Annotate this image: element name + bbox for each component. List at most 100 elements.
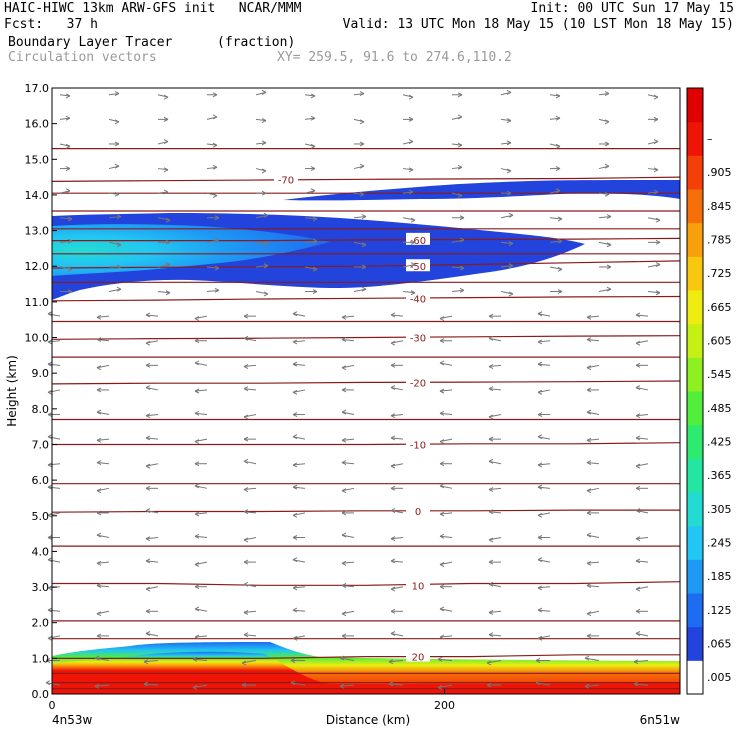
- vector-arrow: [96, 364, 110, 369]
- colorbar-label: .005: [707, 671, 732, 684]
- vector-arrow: [290, 682, 306, 686]
- vector-arrowhead: [194, 338, 200, 344]
- vector-arrow: [598, 192, 610, 195]
- colorbar-swatch: [687, 189, 703, 224]
- vector-arrowhead: [163, 139, 169, 145]
- vector-arrow: [194, 485, 208, 489]
- vector-arrowhead: [508, 263, 514, 269]
- vector-arrow: [255, 142, 267, 145]
- y-tick-label: 13.0: [25, 225, 50, 238]
- vector-arrow: [488, 610, 502, 613]
- vector-arrow: [390, 387, 404, 391]
- colorbar-label: .845: [707, 200, 732, 213]
- vector-arrow: [96, 315, 110, 318]
- vector-arrow: [47, 363, 61, 366]
- vector-arrowhead: [653, 189, 659, 195]
- vector-arrowhead: [586, 365, 592, 371]
- vector-arrowhead: [537, 512, 543, 518]
- vector-arrowhead: [310, 115, 316, 121]
- vector-arrowhead: [439, 584, 445, 590]
- tracer-region-upper-thin: [283, 180, 680, 201]
- vector-arrowhead: [586, 611, 592, 617]
- vector-arrow: [586, 462, 600, 465]
- vector-arrowhead: [537, 484, 543, 490]
- vector-arrowhead: [408, 139, 414, 145]
- vector-arrow: [47, 609, 61, 612]
- vector-arrowhead: [212, 142, 218, 148]
- colorbar: .005 .065 .125 .185 .245 .305 .365 .425 .485 .545…: [686, 87, 732, 695]
- vector-arrow: [341, 534, 355, 538]
- y-tick-label: 5.0: [32, 510, 50, 523]
- vector-arrowhead: [437, 685, 443, 690]
- vector-arrow: [194, 412, 208, 416]
- vector-arrowhead: [586, 460, 592, 465]
- vector-arrow: [143, 683, 159, 686]
- vector-arrowhead: [557, 216, 563, 222]
- vector-arrowhead: [655, 239, 661, 245]
- vector-arrowhead: [557, 238, 563, 244]
- vector-arrow: [194, 608, 208, 612]
- vector-arrowhead: [310, 166, 316, 172]
- temperature-contour-20: [52, 654, 680, 659]
- vector-arrow: [206, 239, 220, 243]
- vector-arrow: [586, 339, 600, 342]
- vector-arrowhead: [439, 338, 445, 344]
- vector-arrowhead: [586, 409, 592, 415]
- colorbar-swatch: [687, 88, 703, 123]
- vector-arrowhead: [194, 461, 200, 467]
- vector-arrowhead: [488, 414, 494, 420]
- vector-arrow: [549, 266, 563, 270]
- vector-arrow: [145, 463, 159, 467]
- colorbar-swatch: [687, 121, 703, 156]
- cross-section-endpoints: XY= 259.5, 91.6 to 274.6,110.2: [277, 50, 512, 65]
- vector-arrow: [255, 214, 269, 219]
- vector-arrow: [243, 460, 257, 465]
- colorbar-swatch: [687, 492, 703, 527]
- vector-arrow: [488, 634, 502, 637]
- vector-arrowhead: [439, 410, 445, 416]
- vector-arrow: [304, 217, 318, 220]
- vector-arrow: [439, 438, 453, 443]
- vector-arrow: [292, 436, 306, 440]
- vector-arrowhead: [606, 264, 612, 270]
- vector-arrow: [402, 264, 416, 268]
- vector-arrow: [439, 485, 453, 489]
- colorbar-swatch: [687, 323, 703, 358]
- vector-arrow: [488, 583, 502, 588]
- vector-arrowhead: [114, 191, 120, 197]
- vector-arrow: [635, 560, 649, 563]
- vector-arrowhead: [653, 139, 659, 145]
- vector-arrow: [353, 241, 367, 246]
- vector-arrowhead: [145, 508, 151, 513]
- vector-arrowhead: [390, 435, 396, 441]
- vector-arrow: [192, 658, 208, 661]
- vector-arrowhead: [359, 141, 365, 147]
- vector-arrowhead: [604, 163, 610, 169]
- vector-arrow: [341, 339, 355, 342]
- colorbar-label: .425: [707, 436, 732, 449]
- vector-arrow: [194, 438, 208, 443]
- vector-arrowhead: [439, 316, 445, 321]
- vector-arrowhead: [508, 241, 514, 246]
- vector-arrowhead: [537, 412, 543, 417]
- vector-arrowhead: [459, 265, 465, 271]
- x-axis-label: Distance (km): [326, 713, 410, 727]
- vector-arrowhead: [341, 488, 347, 494]
- contour-label-bg: [406, 375, 430, 388]
- vector-arrowhead: [390, 463, 396, 469]
- colorbar-swatch: [687, 155, 703, 190]
- vector-arrowhead: [655, 262, 661, 267]
- vector-arrowhead: [653, 116, 659, 122]
- vector-arrow: [647, 264, 661, 268]
- vector-arrow: [194, 362, 208, 366]
- vector-arrowhead: [192, 656, 198, 662]
- vector-arrowhead: [408, 189, 414, 195]
- vector-arrowhead: [506, 168, 512, 174]
- vector-arrow: [59, 94, 71, 97]
- vector-arrow: [488, 460, 502, 465]
- vector-arrow: [292, 313, 306, 317]
- vector-arrowhead: [457, 142, 463, 148]
- vector-arrowhead: [194, 562, 200, 567]
- vector-arrowhead: [633, 659, 639, 665]
- vector-arrowhead: [410, 239, 416, 245]
